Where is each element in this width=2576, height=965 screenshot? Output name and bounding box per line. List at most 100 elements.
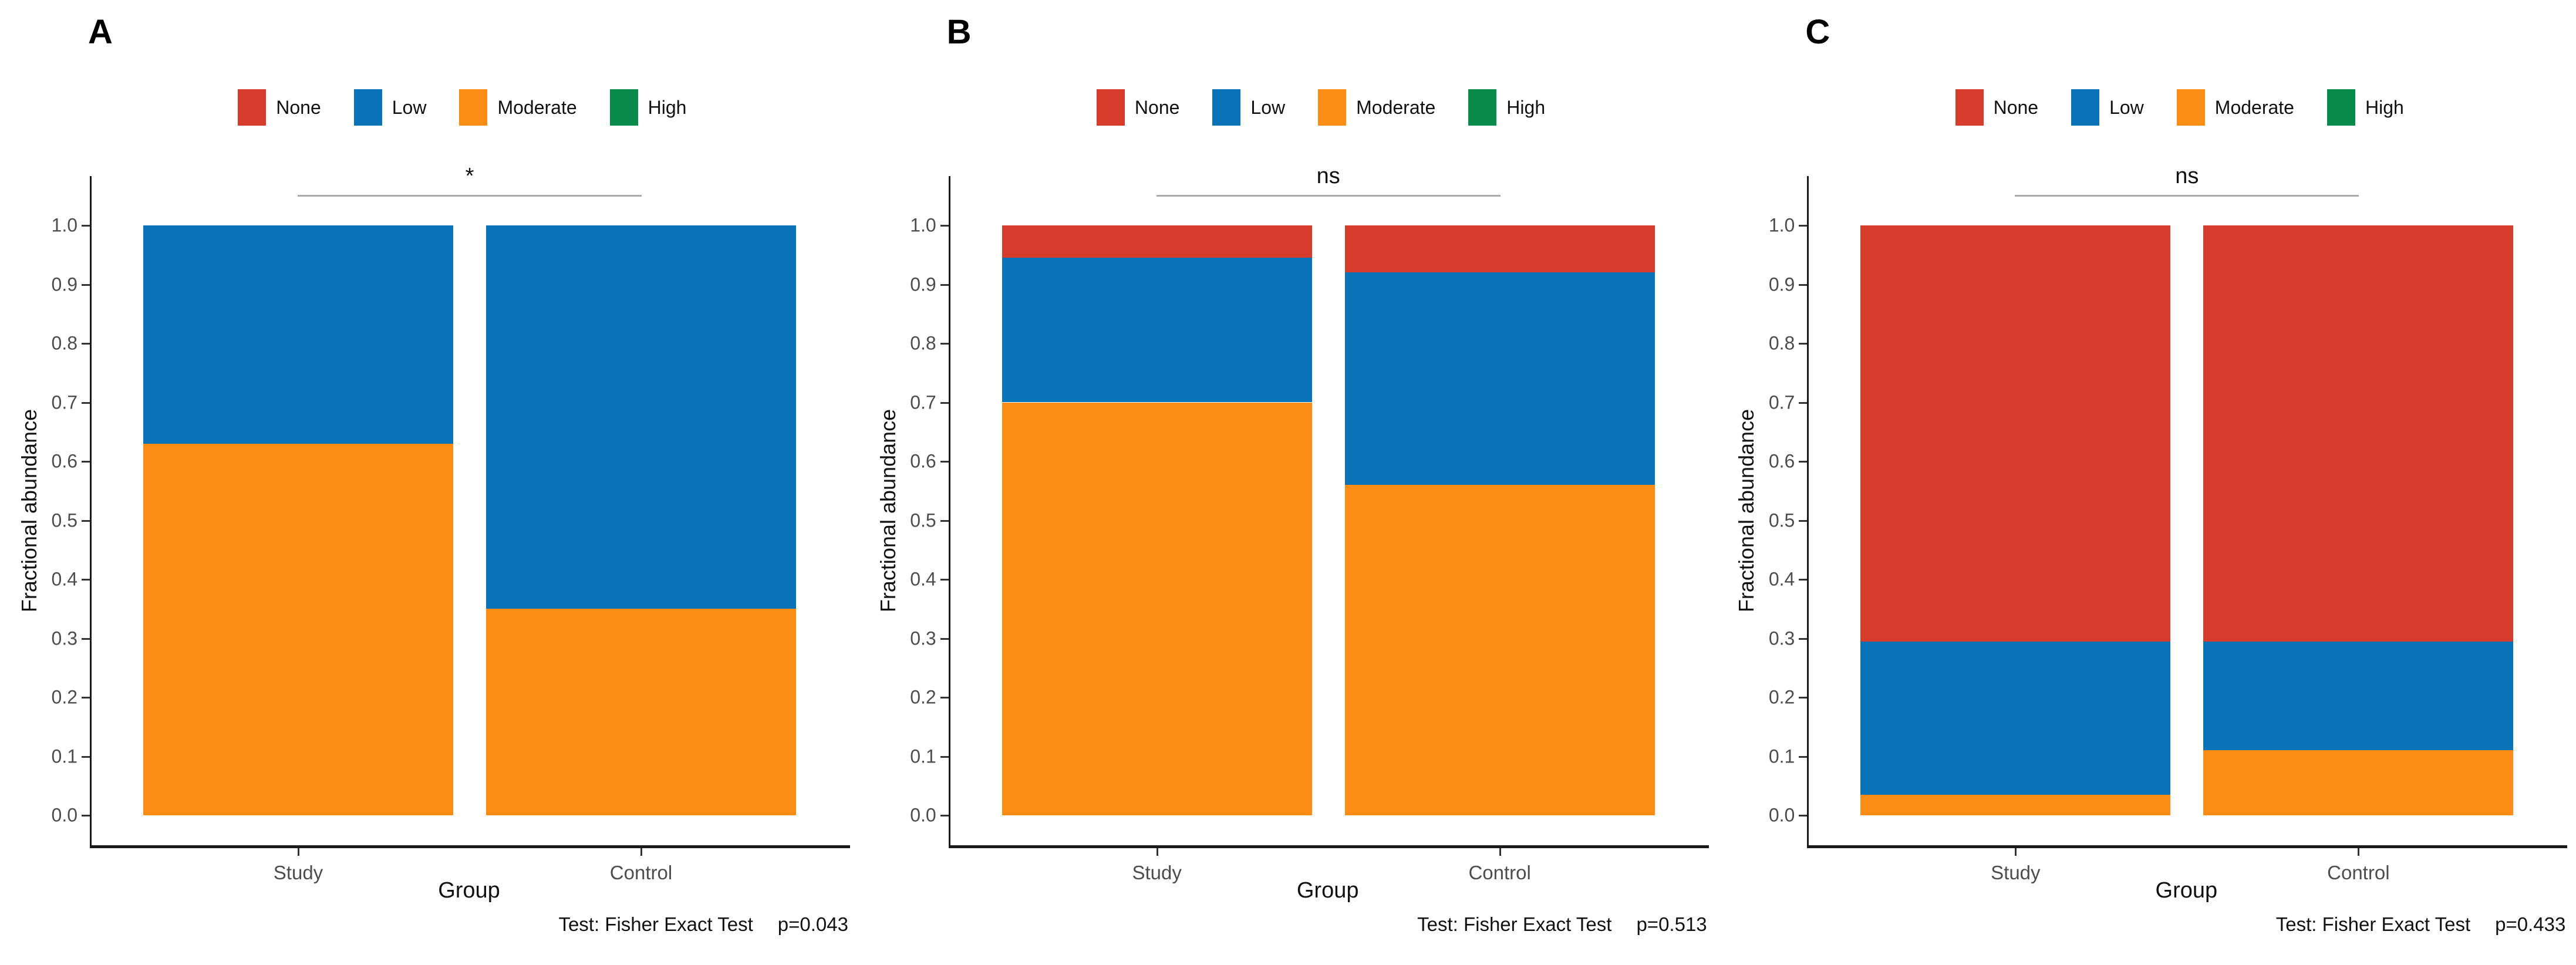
legend-swatch-moderate (459, 89, 488, 126)
legend-item-none: None (1096, 89, 1180, 126)
y-tick-mark (82, 401, 90, 404)
y-tick-mark (82, 284, 90, 286)
bar-segment-control-low (1344, 272, 1655, 485)
y-tick-label: 0.8 (910, 332, 936, 354)
legend-label: None (1993, 96, 2039, 118)
y-tick-label: 1.0 (51, 214, 77, 236)
y-tick-mark (1799, 284, 1808, 286)
y-tick-label: 0.3 (910, 627, 936, 649)
y-tick-mark (940, 519, 949, 522)
legend-item-low: Low (1212, 89, 1285, 126)
y-tick-mark (82, 343, 90, 345)
x-axis-title: Group (2155, 878, 2218, 903)
y-tick-label: 0.8 (1768, 332, 1795, 354)
legend-swatch-none (1955, 89, 1984, 126)
y-tick-mark (940, 815, 949, 816)
y-tick-label: 0.7 (51, 392, 77, 413)
p-value: p=0.433 (2495, 913, 2566, 935)
x-tick-mark (640, 848, 642, 856)
y-tick-label: 0.3 (51, 627, 77, 649)
legend-swatch-high (609, 89, 638, 126)
panel-c: C None Low Moderate High Fractional abundan… (1717, 0, 2576, 965)
legend-label: High (648, 96, 687, 118)
legend-swatch-low (2071, 89, 2100, 126)
legend-swatch-none (238, 89, 267, 126)
y-tick-mark (82, 225, 90, 227)
panel-a: A None Low Moderate High Fractional abundan… (0, 0, 859, 965)
x-axis-title: Group (438, 878, 500, 903)
y-tick-label: 0.1 (910, 745, 936, 767)
y-tick-mark (1799, 401, 1808, 404)
x-tick-mark (298, 848, 299, 856)
y-tick-label: 0.6 (1768, 450, 1795, 472)
significance-label: ns (2175, 164, 2199, 188)
legend-item-high: High (609, 89, 687, 126)
x-axis-title: Group (1296, 878, 1359, 903)
y-tick-mark (82, 697, 90, 699)
legend-item-low: Low (2071, 89, 2144, 126)
x-tick-mark (1156, 848, 1158, 856)
y-tick-label: 0.9 (1768, 274, 1795, 295)
y-tick-mark (1799, 519, 1808, 522)
bar-segment-control-low (486, 225, 796, 609)
y-tick-label: 1.0 (910, 214, 936, 236)
legend-label: Moderate (2214, 96, 2294, 118)
x-tick-label-control: Control (2327, 862, 2390, 883)
test-caption: Test: Fisher Exact Test p=0.513 (859, 913, 1707, 936)
bar-segment-study-low (1002, 258, 1312, 403)
y-tick-label: 0.5 (1768, 510, 1795, 531)
significance-bracket-line (2015, 195, 2359, 197)
x-tick-label-study: Study (273, 862, 323, 883)
legend-label: None (1134, 96, 1180, 118)
legend-item-high: High (2327, 89, 2404, 126)
p-value: p=0.043 (777, 913, 848, 935)
y-tick-label: 0.5 (910, 510, 936, 531)
y-tick-label: 0.4 (910, 568, 936, 590)
panel-b: B None Low Moderate High Fractional abundan… (859, 0, 1718, 965)
panel-letter: B (946, 13, 972, 51)
significance-label: ns (1316, 164, 1340, 188)
bar-segment-study-none (1860, 225, 2171, 642)
plot-area: ns 0.0 0.1 0.2 0.3 0.4 0.5 0.6 0.7 0.8 0.9 1.0 Stu… (1769, 164, 2568, 883)
bar-segment-study-low (1860, 641, 2171, 795)
y-tick-label: 1.0 (1768, 214, 1795, 236)
bar-segment-study-moderate (143, 443, 453, 815)
legend-label: Low (2109, 96, 2144, 118)
legend-swatch-high (1468, 89, 1497, 126)
x-tick-mark (2358, 848, 2360, 856)
y-tick-label: 0.2 (1768, 686, 1795, 708)
y-tick-label: 0.2 (910, 686, 936, 708)
y-tick-label: 0.4 (1768, 568, 1795, 590)
y-tick-label: 0.6 (51, 450, 77, 472)
y-tick-mark (82, 637, 90, 640)
y-tick-mark (940, 697, 949, 699)
y-tick-mark (82, 519, 90, 522)
y-tick-label: 0.0 (1768, 804, 1795, 826)
y-tick-label: 0.7 (1768, 392, 1795, 413)
x-tick-mark (2015, 848, 2017, 856)
y-tick-label: 0.5 (51, 510, 77, 531)
y-tick-mark (940, 579, 949, 581)
x-tick-label-study: Study (1132, 862, 1182, 883)
legend-item-moderate: Moderate (1318, 89, 1435, 126)
y-tick-mark (82, 461, 90, 463)
p-value: p=0.513 (1636, 913, 1707, 935)
panel-letter: A (88, 13, 113, 51)
y-tick-mark (1799, 461, 1808, 463)
plot-area: * 0.0 0.1 0.2 0.3 0.4 0.5 0.6 0.7 0.8 0.9 1.0 Stud… (52, 164, 850, 883)
legend-swatch-low (1212, 89, 1241, 126)
test-name: Test: Fisher Exact Test (1417, 913, 1612, 935)
y-tick-mark (940, 225, 949, 227)
bar-segment-study-moderate (1860, 794, 2171, 815)
significance-label: * (465, 164, 474, 188)
legend: None Low Moderate High (892, 88, 1751, 127)
legend: None Low Moderate High (33, 88, 892, 127)
legend-swatch-low (353, 89, 382, 126)
y-tick-label: 0.1 (51, 745, 77, 767)
legend-item-high: High (1468, 89, 1545, 126)
legend-swatch-moderate (1318, 89, 1347, 126)
legend-item-moderate: Moderate (2176, 89, 2294, 126)
bar-segment-control-none (1344, 225, 1655, 273)
panel-letter: C (1805, 13, 1830, 51)
